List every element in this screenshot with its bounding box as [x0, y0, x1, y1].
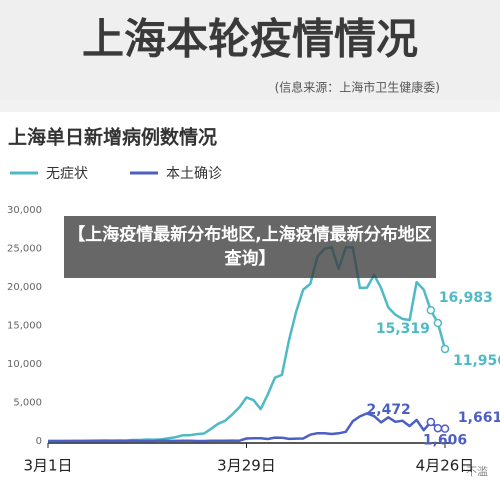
point-marker [440, 424, 450, 433]
value-label: 1,606 [423, 433, 467, 449]
chart-title: 上海单日新增病例数情况 [8, 126, 217, 149]
y-tick-label: 25,000 [7, 244, 42, 255]
y-tick-label: 15,000 [7, 321, 42, 332]
legend-label: 本土确诊 [166, 166, 222, 182]
y-tick-label: 20,000 [7, 282, 42, 293]
x-tick-label: 4月26日 [416, 457, 475, 475]
series-line [48, 412, 446, 443]
value-label: 2,472 [367, 402, 411, 418]
point-marker [426, 305, 436, 315]
point-marker [426, 417, 436, 427]
y-tick-label: 30,000 [7, 205, 42, 216]
y-tick-label: 10,000 [7, 359, 42, 370]
card [0, 112, 500, 495]
source: (信息来源：上海市卫生健康委) [275, 80, 440, 95]
point-marker [433, 318, 443, 328]
x-tick-label: 3月1日 [23, 457, 72, 475]
point-marker [440, 344, 450, 354]
overlay-banner: 【上海疫情最新分布地区,上海疫情最新分布地区查询】 [64, 216, 436, 278]
header-bg [0, 0, 500, 100]
value-label: 11,956 [453, 353, 500, 369]
value-label: 15,319 [376, 321, 430, 337]
value-label: 1,661 [458, 410, 500, 426]
value-label: 16,983 [439, 290, 493, 306]
legend-label: 无症状 [46, 166, 88, 182]
y-tick-label: 0 [36, 436, 42, 447]
page-title: 上海本轮疫情情况 [82, 15, 418, 64]
watermark: 不滥 [466, 465, 488, 478]
y-tick-label: 5,000 [13, 398, 42, 409]
point-marker [433, 423, 443, 433]
x-tick-label: 3月29日 [217, 457, 276, 475]
